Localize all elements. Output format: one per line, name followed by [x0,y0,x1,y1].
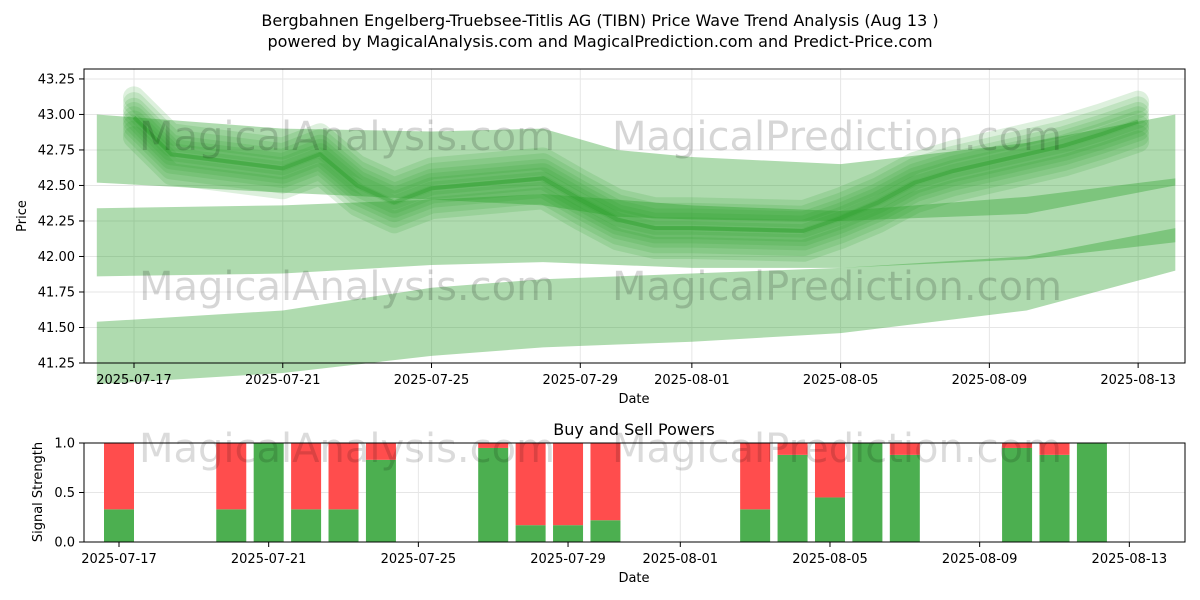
buy-bar [365,459,396,542]
price-x-tick-label: 2025-08-05 [803,373,879,388]
signal-x-tick-label: 2025-07-25 [381,552,457,567]
signal-y-axis-label: Signal Strength [31,442,46,542]
wave-trace [123,120,1150,257]
buy-bar [1039,454,1070,542]
wave-trace [123,106,1150,242]
buy-bar [740,509,771,542]
watermark: MagicalAnalysis.com [139,114,555,160]
price-y-tick-label: 41.75 [38,285,75,300]
sell-bar [216,443,247,510]
sell-bar [590,443,621,521]
price-trend-line [132,115,1139,233]
sell-bar [478,443,509,448]
sell-bar [1039,443,1070,455]
sell-bar [104,443,134,510]
signal-x-tick-label: 2025-07-21 [231,552,307,567]
signal-x-tick-label: 2025-08-13 [1092,552,1168,567]
buy-bar [777,454,808,542]
price-y-tick-label: 41.25 [38,357,75,372]
signal-y-tick-label: 0.5 [54,486,75,501]
price-plot: MagicalAnalysis.com MagicalPrediction.com… [15,68,1186,407]
buy-bar [1076,443,1107,542]
wave-band-1 [96,114,1176,221]
chart-subtitle: powered by MagicalAnalysis.com and Magic… [267,32,932,51]
signal-y-tick-label: 0.0 [54,536,75,551]
price-x-tick-label: 2025-08-09 [952,373,1028,388]
buy-bar [478,447,509,542]
buy-bar [515,525,546,542]
price-x-axis-label: Date [618,392,649,407]
signal-x-tick-label: 2025-07-29 [530,552,606,567]
signal-x-axis-label: Date [618,571,649,586]
signal-plot: Buy and Sell Powers MagicalAnalysis.com M… [31,420,1186,586]
price-x-tick-label: 2025-08-13 [1100,373,1176,388]
signal-y-tick-label: 1.0 [54,437,75,452]
wave-band-3 [96,228,1176,385]
sell-bar [777,443,808,455]
buy-bar [889,454,920,542]
wave-trace [123,97,1150,234]
buy-bar [590,520,621,542]
signal-x-tick-label: 2025-08-05 [792,552,868,567]
sell-bar [328,443,359,510]
watermark: MagicalPrediction.com [612,114,1062,160]
watermark: MagicalPrediction.com [612,264,1062,310]
price-y-tick-label: 43.25 [38,72,75,87]
wave-trace [123,92,1150,228]
watermark: MagicalAnalysis.com [139,264,555,310]
wave-trace [123,114,1150,251]
sell-bar [515,443,546,526]
buy-bar [1002,447,1033,542]
price-x-tick-label: 2025-07-21 [245,373,321,388]
buy-bar [328,509,359,542]
buy-bar [553,525,584,542]
buy-bar [852,443,883,542]
sell-bar [814,443,845,498]
price-x-tick-label: 2025-07-29 [542,373,618,388]
price-y-tick-label: 42.25 [38,214,75,229]
wave-trace [123,110,1150,247]
price-y-tick-label: 42.75 [38,143,75,158]
sell-bar [740,443,771,510]
price-y-tick-label: 42.50 [38,179,75,194]
sell-bar [1002,443,1033,448]
sell-bar [553,443,584,526]
price-y-tick-label: 41.50 [38,321,75,336]
wave-trace [123,126,1150,262]
price-plot-frame [83,68,1186,364]
buy-bar [216,509,247,542]
price-y-tick-label: 43.00 [38,108,75,123]
price-x-tick-label: 2025-07-25 [394,373,470,388]
watermark: MagicalAnalysis.com [139,426,555,472]
buy-bar [104,509,134,542]
signal-x-tick-label: 2025-08-01 [643,552,719,567]
sell-bar [291,443,322,510]
wave-band-2 [96,178,1176,277]
watermark: MagicalPrediction.com [612,426,1062,472]
signal-plot-title: Buy and Sell Powers [553,420,715,439]
price-y-tick-label: 42.00 [38,250,75,265]
price-x-tick-label: 2025-08-01 [654,373,730,388]
sell-bar [365,443,396,460]
buy-bar [814,497,845,542]
chart-title: Bergbahnen Engelberg-Truebsee-Titlis AG … [261,11,938,30]
wave-trace [123,102,1150,238]
buy-bar [291,509,322,542]
sell-bar [889,443,920,455]
signal-x-tick-label: 2025-08-09 [942,552,1018,567]
price-y-axis-label: Price [15,200,30,232]
buy-bar [253,443,284,542]
wave-trace [123,86,1150,223]
price-x-tick-label: 2025-07-17 [96,373,172,388]
signal-x-tick-label: 2025-07-17 [81,552,157,567]
